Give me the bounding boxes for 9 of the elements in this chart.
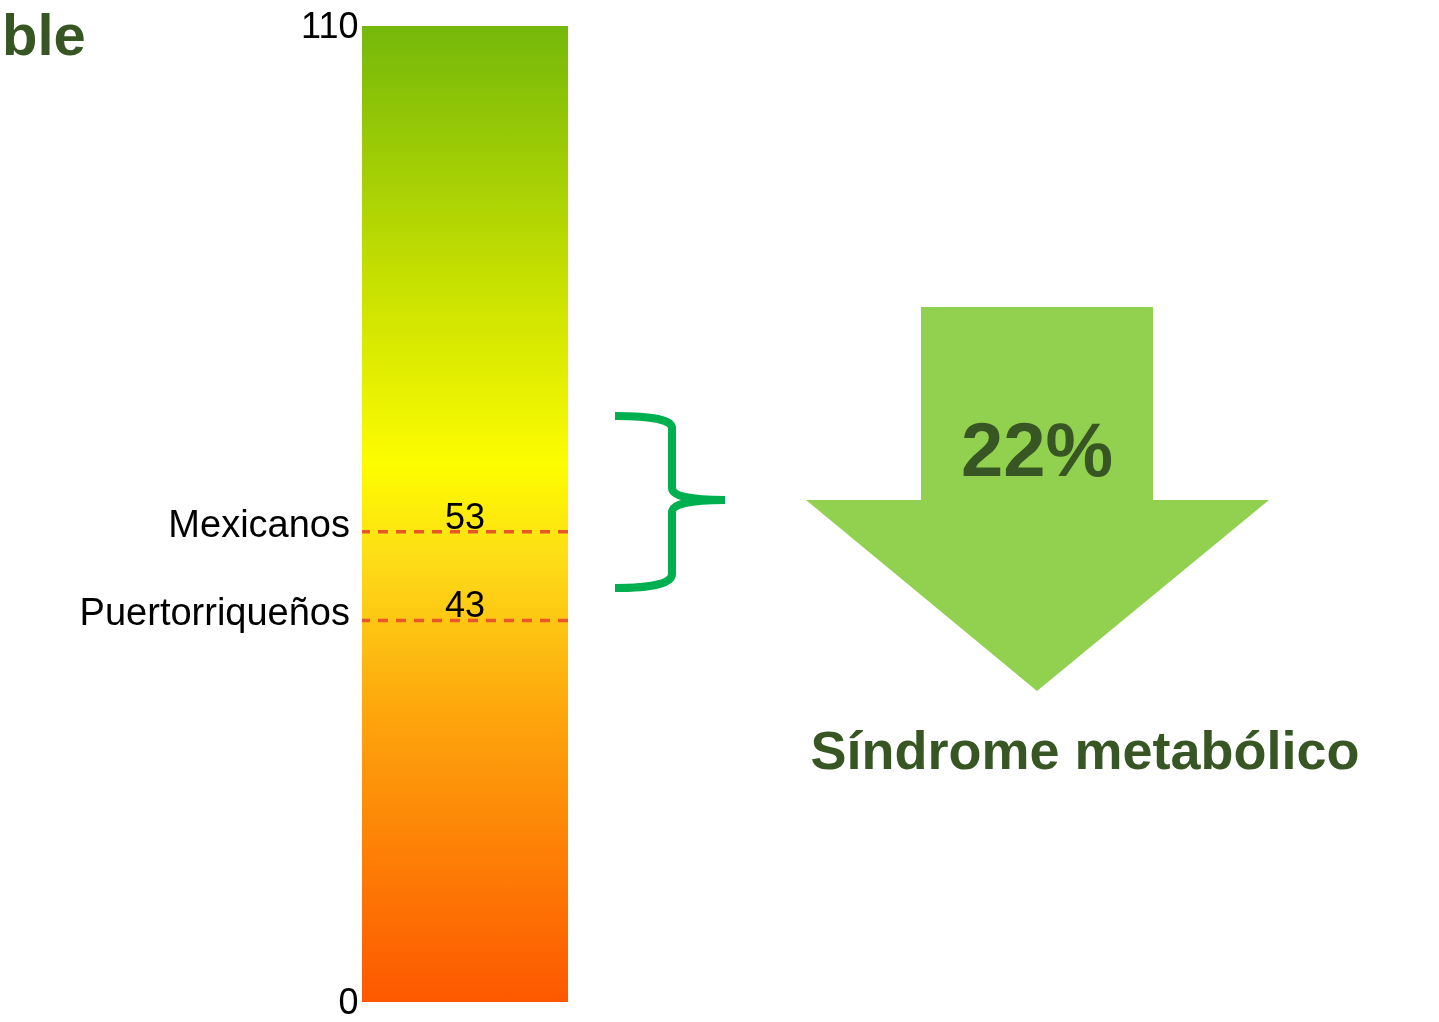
y-tick-label: 0 — [338, 980, 359, 1022]
annotation: 43 — [444, 584, 486, 626]
text: 22% — [959, 406, 1115, 494]
y-tick-label: 110 — [301, 4, 359, 46]
text: Síndrome metabólico — [809, 719, 1361, 782]
annotation: 53 — [444, 495, 486, 537]
chart-title: ble — [2, 1, 86, 69]
ref-line-label: Mexicanos — [168, 502, 350, 545]
ref-line-label: Puertorriqueños — [79, 591, 350, 634]
